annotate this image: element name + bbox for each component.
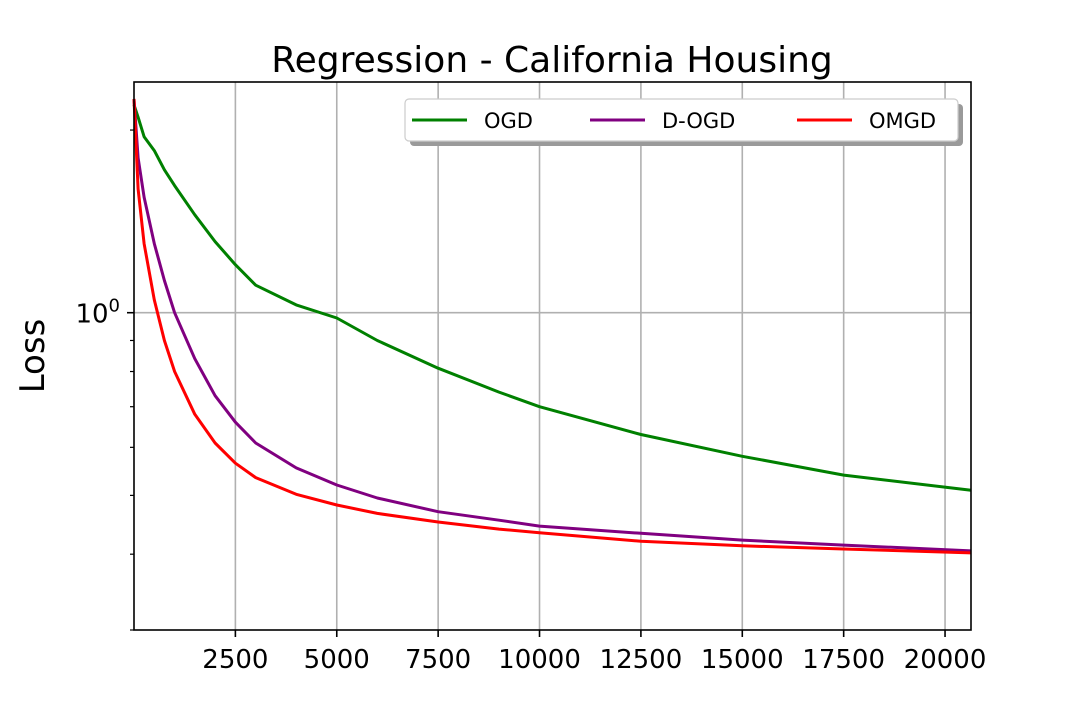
grid [134, 82, 971, 630]
x-tick-label: 10000 [498, 645, 581, 675]
legend-label: D-OGD [662, 109, 735, 133]
series-line-d-ogd [132, 98, 972, 553]
series-line-ogd [132, 104, 972, 492]
y-tick-label: 100 [75, 296, 120, 330]
x-tick-label: 5000 [304, 645, 370, 675]
legend: OGD D-OGD OMGD [404, 98, 963, 146]
ticks: 2500 5000 7500 10000 12500 15000 17500 20000 100 [75, 129, 987, 675]
chart-title: Regression - California Housing [271, 40, 833, 81]
x-tick-label: 17500 [802, 645, 885, 675]
legend-box [404, 98, 959, 142]
x-tick-label: 2500 [202, 645, 268, 675]
series-layer [132, 98, 972, 555]
x-tick-label: 7500 [405, 645, 471, 675]
x-tick-label: 20000 [904, 645, 987, 675]
y-axis-label: Loss [13, 319, 53, 394]
legend-label: OMGD [869, 109, 936, 133]
series-line-omgd [132, 98, 972, 555]
x-tick-label: 12500 [600, 645, 683, 675]
legend-label: OGD [484, 109, 533, 133]
plot-frame [133, 81, 972, 631]
x-tick-label: 15000 [701, 645, 784, 675]
